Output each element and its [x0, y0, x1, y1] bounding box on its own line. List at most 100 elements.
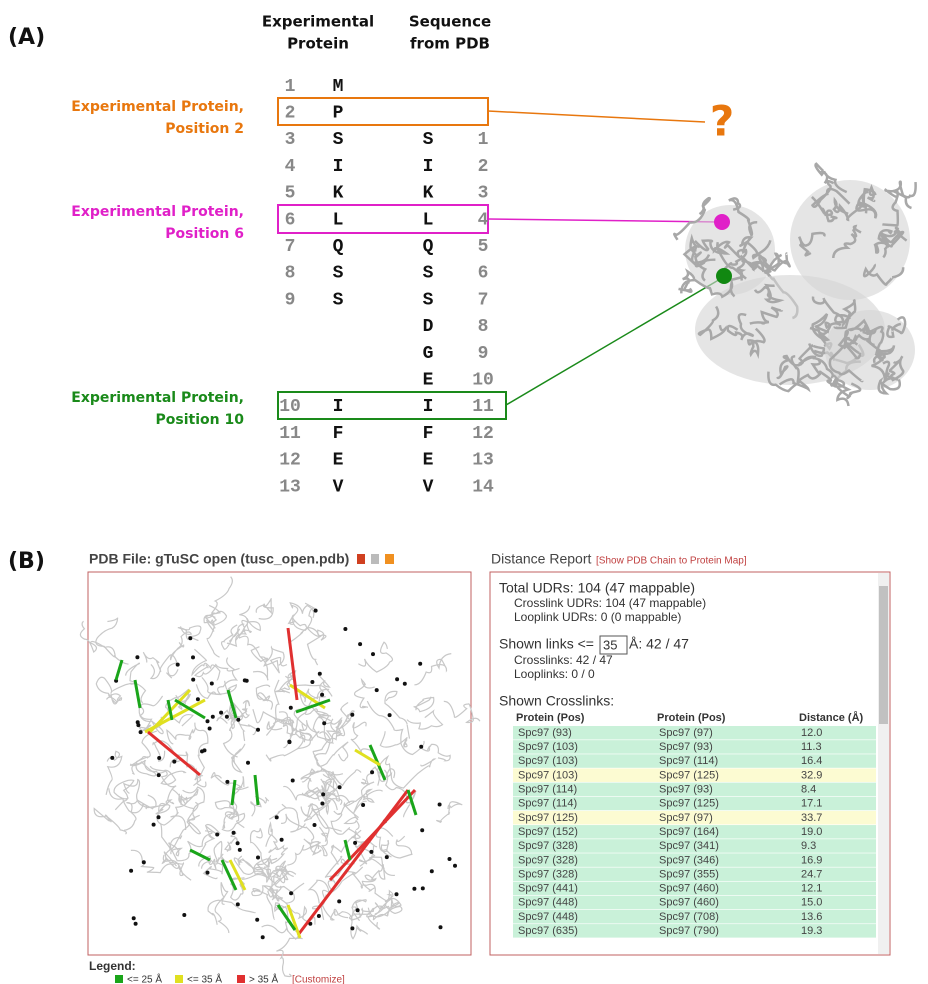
pdb-number: 7: [478, 290, 489, 310]
residue-dot: [236, 718, 240, 722]
pdb-number: 8: [478, 317, 489, 337]
pdb-residue: E: [423, 451, 434, 471]
table-cell: 16.4: [801, 755, 822, 767]
table-cell: Spc97 (328): [518, 854, 578, 866]
residue-dot: [369, 850, 373, 854]
report-text: Looplink UDRs: 0 (0 mappable): [514, 610, 681, 624]
legend-label: <= 35 Å: [187, 973, 222, 984]
customize-link[interactable]: [Customize]: [292, 975, 345, 984]
residue-dot: [438, 803, 442, 807]
residue-dot: [439, 925, 443, 929]
input-value[interactable]: 35: [603, 637, 617, 652]
exp-number: 8: [285, 264, 296, 284]
residue-dot: [246, 761, 250, 765]
residue-dot: [448, 857, 452, 861]
residue-dot: [243, 678, 247, 682]
callout: Experimental Protein,: [71, 204, 244, 220]
column-header: from PDB: [410, 35, 490, 53]
pdb-residue: L: [423, 210, 434, 230]
residue-dot: [172, 760, 176, 764]
residue-dot: [337, 899, 341, 903]
exp-residue: F: [333, 424, 344, 444]
pdb-number: 6: [478, 264, 489, 284]
column-header: Experimental: [262, 13, 374, 31]
legend-swatch: [175, 975, 183, 983]
residue-dot: [191, 655, 195, 659]
table-cell: Spc97 (114): [518, 784, 577, 796]
exp-residue: S: [333, 264, 344, 284]
table-cell: Spc97 (346): [659, 854, 719, 866]
residue-dot: [388, 713, 392, 717]
table-cell: 13.6: [801, 911, 822, 923]
residue-dot: [256, 728, 260, 732]
residue-dot: [136, 723, 140, 727]
residue-dot: [421, 886, 425, 890]
table-cell: 12.0: [801, 727, 822, 739]
pdb-number: 13: [472, 451, 494, 471]
icon[interactable]: [371, 554, 379, 564]
pdb-number: 12: [472, 424, 494, 444]
exp-residue: M: [333, 77, 344, 97]
pdb-residue: S: [423, 130, 434, 150]
table-cell: 8.4: [801, 784, 816, 796]
pdb-residue: I: [423, 157, 434, 177]
exp-number: 7: [285, 237, 296, 257]
pdb-title: PDB File: gTuSC open (tusc_open.pdb): [89, 551, 349, 567]
residue-dot: [275, 815, 279, 819]
position-marker: [714, 214, 730, 230]
residue-dot: [291, 779, 295, 783]
exp-number: 10: [279, 397, 301, 417]
exp-number: 3: [285, 130, 296, 150]
connector: [506, 278, 722, 405]
icon[interactable]: [357, 554, 365, 564]
exp-residue: I: [333, 397, 344, 417]
exp-number: 13: [279, 477, 301, 497]
residue-dot: [313, 823, 317, 827]
residue-dot: [322, 721, 326, 725]
residue-dot: [219, 711, 223, 715]
table-cell: 17.1: [801, 798, 822, 810]
report-text: Shown links <=: [499, 636, 594, 652]
residue-dot: [206, 719, 210, 723]
report-text: Å: 42 / 47: [629, 636, 689, 652]
residue-dot: [289, 706, 293, 710]
icon[interactable]: [385, 554, 394, 564]
residue-dot: [338, 785, 342, 789]
table-cell: Spc97 (441): [518, 883, 578, 895]
table-cell: Spc97 (103): [518, 769, 578, 781]
exp-residue: S: [333, 130, 344, 150]
exp-number: 12: [279, 451, 301, 471]
table-cell: Spc97 (125): [659, 769, 719, 781]
report-link[interactable]: [Show PDB Chain to Protein Map]: [596, 556, 747, 567]
residue-dot: [232, 831, 236, 835]
table-header: Protein (Pos): [657, 712, 726, 724]
scrollbar-thumb[interactable]: [879, 586, 888, 724]
legend-swatch: [237, 975, 245, 983]
exp-residue: E: [333, 451, 344, 471]
exp-number: 4: [285, 157, 296, 177]
pdb-number: 10: [472, 370, 494, 390]
connector: [488, 111, 705, 122]
residue-dot: [196, 697, 200, 701]
residue-dot: [236, 902, 240, 906]
legend-swatch: [115, 975, 123, 983]
residue-dot: [236, 841, 240, 845]
table-header: Protein (Pos): [516, 712, 585, 724]
panel-label: (A): [8, 25, 45, 50]
table-cell: Spc97 (97): [659, 812, 713, 824]
exp-residue: L: [333, 210, 344, 230]
pdb-number: 9: [478, 344, 489, 364]
figure: (A) Experimental Protein Sequence from P…: [0, 0, 928, 984]
exp-residue: S: [333, 290, 344, 310]
residue-dot: [210, 682, 214, 686]
residue-dot: [430, 869, 434, 873]
residue-dot: [203, 748, 207, 752]
exp-number: 9: [285, 290, 296, 310]
pdb-residue: S: [423, 264, 434, 284]
residue-dot: [317, 914, 321, 918]
residue-dot: [176, 663, 180, 667]
pdb-number: 2: [478, 157, 489, 177]
residue-dot: [191, 678, 195, 682]
pdb-number: 3: [478, 184, 489, 204]
